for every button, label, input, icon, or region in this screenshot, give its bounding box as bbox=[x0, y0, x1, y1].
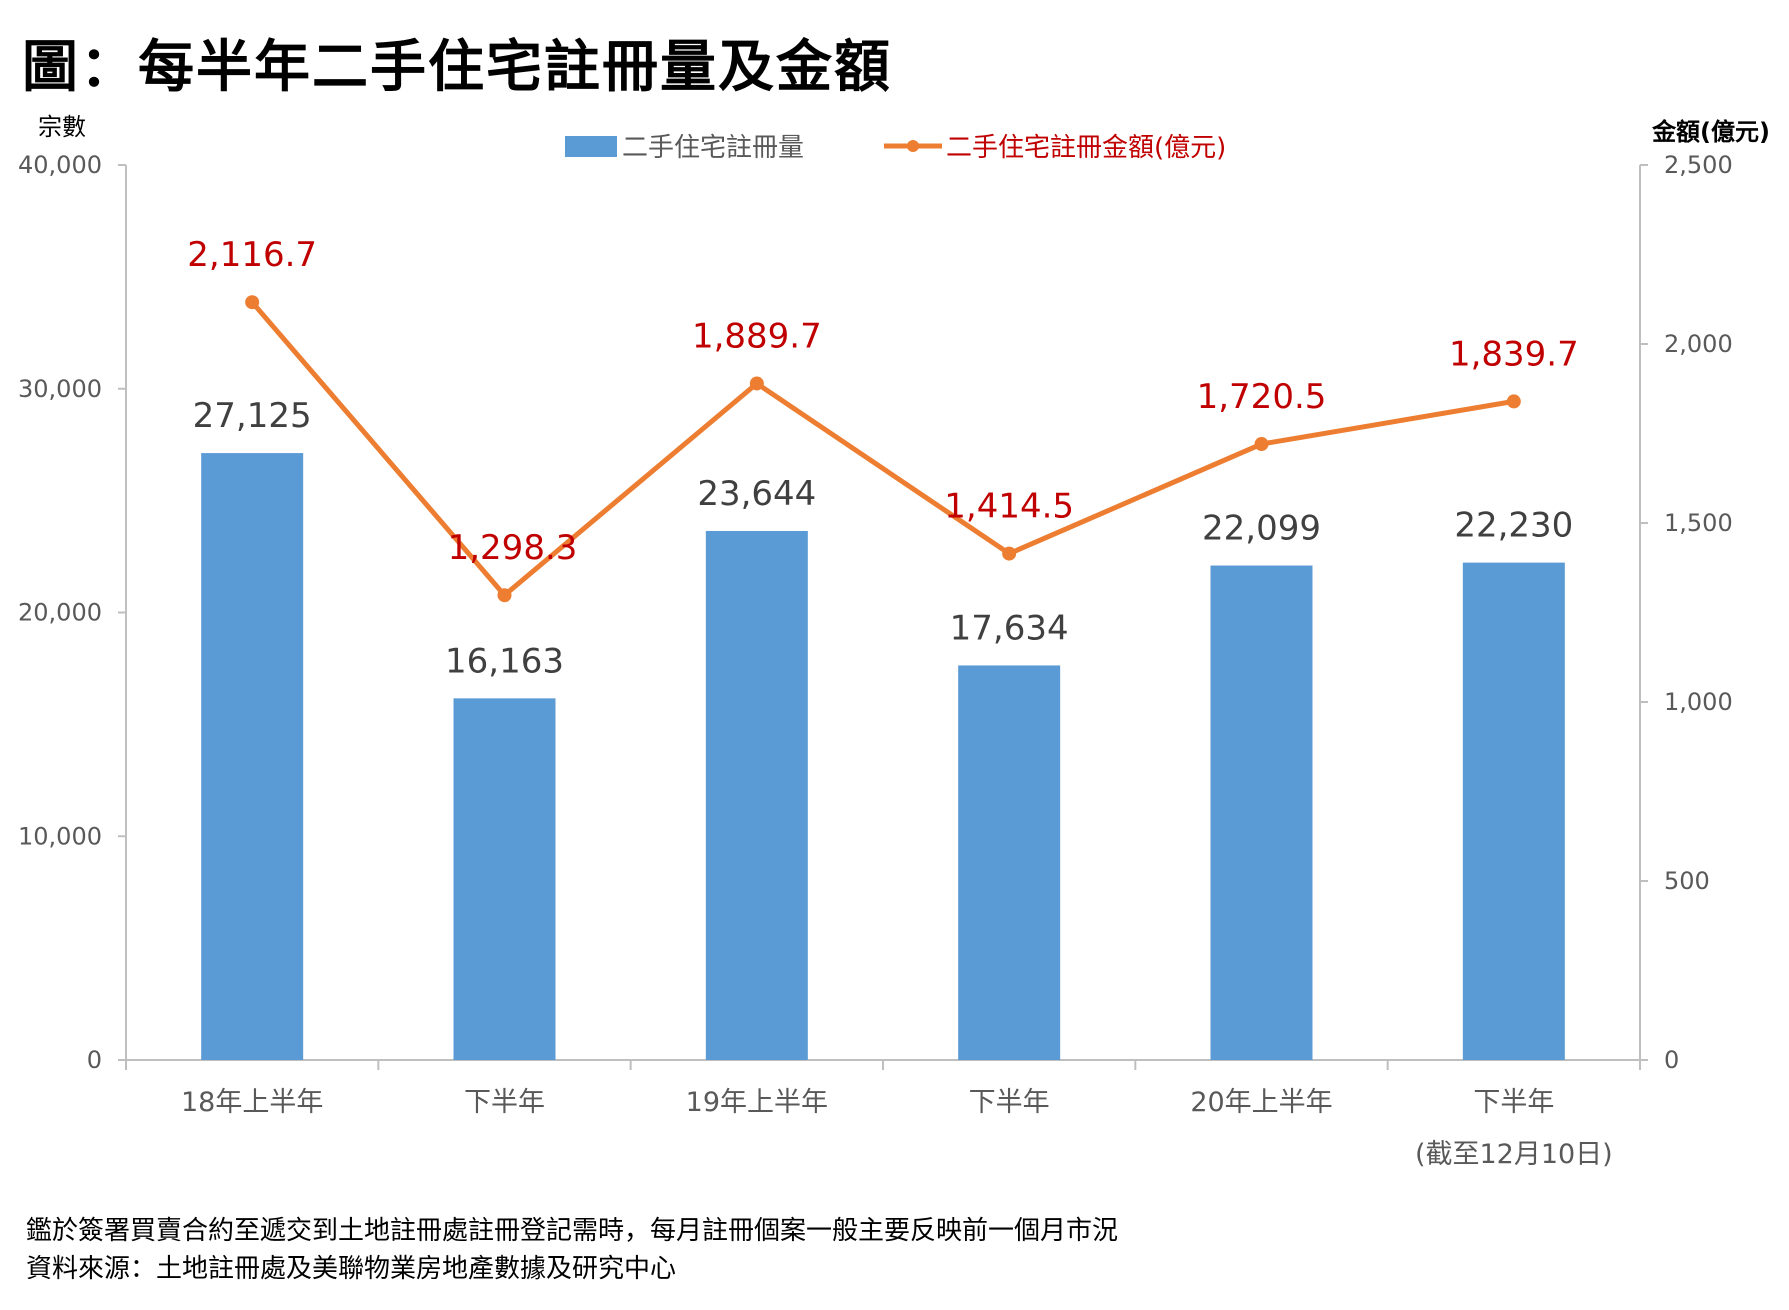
right-tick-label: 0 bbox=[1664, 1046, 1679, 1074]
line-point bbox=[1506, 394, 1521, 409]
bar bbox=[1462, 562, 1565, 1060]
left-axis-title: 宗數 bbox=[38, 113, 86, 141]
left-tick-label: 20,000 bbox=[18, 599, 102, 627]
x-tick-label: 20年上半年 bbox=[1190, 1087, 1332, 1118]
x-tick-label: 19年上半年 bbox=[686, 1087, 828, 1118]
chart-title: 圖：每半年二手住宅註冊量及金額 bbox=[22, 35, 892, 100]
line-point bbox=[497, 588, 512, 603]
bar bbox=[958, 665, 1061, 1060]
source-note: 資料來源：土地註冊處及美聯物業房地產數據及研究中心 bbox=[26, 1254, 677, 1284]
x-tick-label: 下半年 bbox=[1473, 1087, 1554, 1118]
left-tick-label: 0 bbox=[87, 1046, 102, 1074]
line-point bbox=[749, 376, 764, 391]
bar-data-label: 17,634 bbox=[950, 608, 1069, 648]
x-tick-label: 下半年 bbox=[464, 1087, 545, 1118]
legend-bar-label: 二手住宅註冊量 bbox=[622, 133, 804, 163]
footnote: 鑑於簽署買賣合約至遞交到土地註冊處註冊登記需時，每月註冊個案一般主要反映前一個月… bbox=[26, 1216, 1119, 1246]
right-tick-label: 1,000 bbox=[1664, 688, 1733, 716]
line-data-label: 2,116.7 bbox=[187, 235, 317, 275]
line-point bbox=[245, 295, 260, 310]
bar-data-label: 27,125 bbox=[193, 396, 312, 436]
right-tick-label: 1,500 bbox=[1664, 509, 1733, 537]
line-data-label: 1,889.7 bbox=[692, 316, 822, 356]
right-tick-label: 500 bbox=[1664, 867, 1710, 895]
bar bbox=[453, 698, 556, 1060]
line-point bbox=[1254, 437, 1269, 452]
bar bbox=[201, 453, 304, 1060]
line-data-label: 1,839.7 bbox=[1449, 334, 1579, 374]
line-point bbox=[1002, 546, 1017, 561]
left-tick-label: 30,000 bbox=[18, 375, 102, 403]
x-tick-sublabel: (截至12月10日) bbox=[1415, 1139, 1613, 1170]
right-tick-label: 2,500 bbox=[1664, 151, 1733, 179]
right-tick-label: 2,000 bbox=[1664, 330, 1733, 358]
legend-bar-swatch bbox=[565, 136, 617, 157]
x-tick-label: 18年上半年 bbox=[181, 1087, 323, 1118]
right-axis-title: 金額(億元) bbox=[1651, 118, 1770, 146]
legend-line-label: 二手住宅註冊金額(億元) bbox=[946, 133, 1226, 163]
bar-data-label: 22,099 bbox=[1202, 509, 1321, 549]
amount-line bbox=[250, 300, 1515, 598]
line-data-label: 1,720.5 bbox=[1197, 377, 1327, 417]
left-tick-label: 40,000 bbox=[18, 151, 102, 179]
bar-data-label: 22,230 bbox=[1454, 506, 1573, 546]
bar-data-label: 23,644 bbox=[697, 474, 816, 514]
line-data-label: 1,414.5 bbox=[944, 487, 1074, 527]
line-data-label: 1,298.3 bbox=[448, 528, 578, 568]
bar-data-label: 16,163 bbox=[445, 641, 564, 681]
bar bbox=[1210, 565, 1313, 1060]
x-tick-label: 下半年 bbox=[969, 1087, 1050, 1118]
bar bbox=[705, 530, 808, 1060]
legend-line-marker bbox=[907, 140, 919, 152]
left-tick-label: 10,000 bbox=[18, 822, 102, 850]
